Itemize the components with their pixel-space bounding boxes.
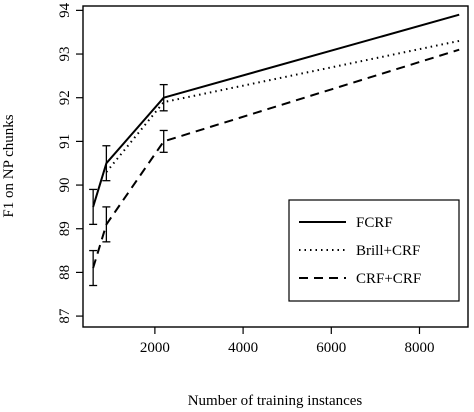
y-axis: 87 88 89 90 91 92 93 94: [57, 2, 83, 324]
errorbar-layer: [89, 83, 168, 287]
x-tick-label-4000: 4000: [228, 340, 258, 356]
error-bar-fcrf-0: [89, 188, 98, 226]
legend: FCRF Brill+CRF CRF+CRF: [288, 199, 460, 302]
error-bar-fcrf-2: [159, 83, 168, 112]
x-tick-label-2000: 2000: [140, 340, 170, 356]
x-axis: 2000 4000 6000 8000: [140, 327, 434, 356]
y-tick-label-89: 89: [57, 221, 73, 236]
error-bar-crf-crf-0: [89, 249, 98, 287]
legend-label-crf-crf: CRF+CRF: [356, 271, 421, 287]
series-line-fcrf: [92, 13, 460, 208]
x-tick-label-6000: 6000: [316, 340, 346, 356]
x-tick-label-8000: 8000: [404, 340, 434, 356]
legend-label-brill-crf: Brill+CRF: [356, 243, 420, 259]
x-axis-title: Number of training instances: [188, 393, 363, 409]
plot-frame: [82, 5, 469, 328]
y-tick-label-87: 87: [57, 308, 73, 324]
series-layer: [92, 13, 460, 269]
series-line-brill-crf: [105, 39, 460, 173]
legend-box: [288, 199, 460, 302]
y-tick-label-88: 88: [57, 265, 73, 280]
y-axis-title: F1 on NP chunks: [1, 114, 17, 217]
y-tick-label-93: 93: [57, 47, 73, 62]
y-tick-label-91: 91: [57, 134, 73, 149]
error-bar-crf-crf-1: [102, 206, 111, 243]
y-tick-label-94: 94: [57, 2, 73, 18]
y-tick-label-90: 90: [57, 178, 73, 193]
error-bar-fcrf-1: [102, 145, 111, 182]
y-tick-label-92: 92: [57, 90, 73, 105]
series-line-crf-crf: [92, 48, 460, 269]
legend-label-fcrf: FCRF: [356, 215, 393, 231]
error-bar-crf-crf-2: [159, 129, 168, 153]
